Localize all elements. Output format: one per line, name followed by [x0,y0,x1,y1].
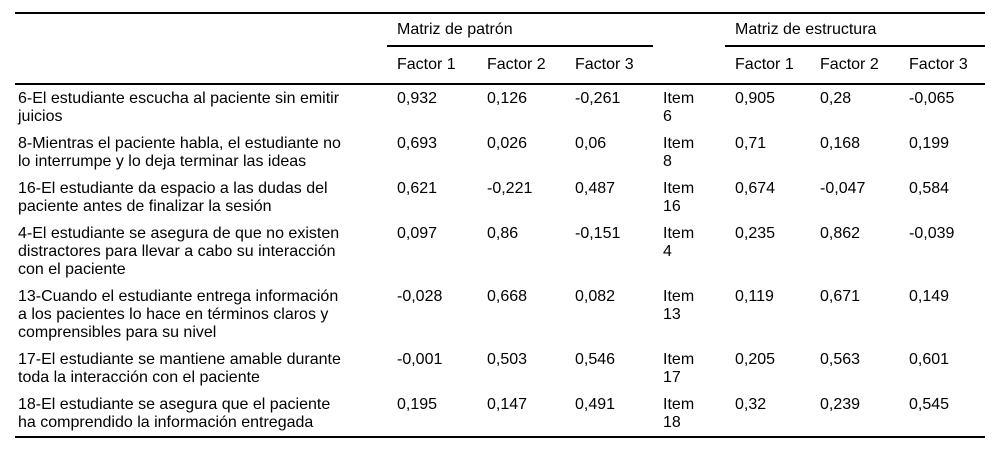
structure-factor-2-value: 0,563 [820,351,861,368]
pattern-factor-2-value: 0,503 [487,351,528,368]
matrix-group-header-row: Matriz de patrón Matriz de estructura [15,13,986,47]
structure-factor-2-value: -0,047 [820,180,866,197]
pattern-factor-1-value: -0,001 [397,351,443,368]
pattern-factor-3-value: -0,151 [575,225,621,242]
structure-factor-2-value: 0,862 [820,225,861,242]
pattern-factor-2-value: 0,026 [487,135,528,152]
pattern-factor-2-value: 0,668 [487,288,528,305]
structure-factor-3-value: -0,065 [909,90,955,107]
structure-factor-2-value: 0,671 [820,288,861,305]
row-description: 13-Cuando el estudiante entrega informac… [18,288,339,341]
item-label: Item 16 [663,180,695,215]
pattern-factor-1-value: 0,932 [397,90,438,107]
pattern-factor-1-value: 0,693 [397,135,438,152]
item-label: Item 4 [663,225,695,260]
item-header-blank [653,13,725,46]
pattern-factor-3-value: 0,082 [575,288,616,305]
item-label: Item 13 [663,288,695,323]
structure-factor-1-header: Factor 1 [725,46,811,85]
structure-factor-1-value: 0,205 [735,351,776,368]
structure-factor-3-value: 0,584 [909,180,950,197]
row-description: 8-Mientras el paciente habla, el estudia… [18,135,341,170]
structure-factor-3-value: -0,039 [909,225,955,242]
structure-factor-3-value: 0,601 [909,351,950,368]
structure-matrix-header: Matriz de estructura [725,13,986,47]
pattern-factor-3-value: 0,491 [575,396,616,413]
pattern-factor-1-value: 0,621 [397,180,438,197]
pattern-factor-3-value: 0,487 [575,180,616,197]
table-row: 13-Cuando el estudiante entrega informac… [15,283,985,346]
description-subheader-blank [15,46,387,85]
structure-factor-3-value: 0,545 [909,396,950,413]
structure-factor-2-value: 0,28 [820,90,852,107]
pattern-factor-2-value: -0,221 [487,180,533,197]
pattern-factor-3-value: -0,261 [575,90,621,107]
pattern-factor-3-value: 0,546 [575,351,616,368]
factor-analysis-table: Matriz de patrón Matriz de estructura Fa… [15,12,986,438]
structure-factor-1-value: 0,119 [735,288,774,305]
structure-factor-1-value: 0,905 [735,90,776,107]
pattern-factor-1-value: -0,028 [397,288,443,305]
table-row: 18-El estudiante se asegura que el pacie… [15,391,985,437]
structure-factor-3-value: 0,199 [909,135,950,152]
row-description: 16-El estudiante da espacio a las dudas … [18,180,328,215]
structure-factor-1-value: 0,235 [735,225,776,242]
pattern-factor-2-value: 0,147 [487,396,528,413]
table-row: 6-El estudiante escucha al paciente sin … [15,84,985,130]
table-row: 16-El estudiante da espacio a las dudas … [15,175,985,220]
pattern-matrix-header: Matriz de patrón [387,13,654,47]
pattern-factor-1-value: 0,195 [397,396,438,413]
pattern-factor-3-header: Factor 3 [565,46,654,85]
structure-factor-1-value: 0,674 [735,180,776,197]
pattern-factor-2-value: 0,126 [487,90,528,107]
row-description: 18-El estudiante se asegura que el pacie… [18,396,331,431]
structure-factor-1-value: 0,32 [735,396,767,413]
item-label: Item 6 [663,90,695,125]
table-header: Matriz de patrón Matriz de estructura Fa… [15,13,986,85]
pattern-factor-1-header: Factor 1 [387,46,477,85]
pattern-factor-2-header: Factor 2 [477,46,565,85]
table-body: 6-El estudiante escucha al paciente sin … [15,84,985,437]
row-description: 4-El estudiante se asegura de que no exi… [18,225,340,278]
factor-header-row: Factor 1 Factor 2 Factor 3 Factor 1 Fact… [15,46,986,85]
structure-factor-3-header: Factor 3 [899,46,986,85]
pattern-factor-1-value: 0,097 [397,225,438,242]
description-header-blank [15,13,387,46]
structure-factor-2-value: 0,168 [820,135,861,152]
structure-factor-1-value: 0,71 [735,135,767,152]
table-row: 4-El estudiante se asegura de que no exi… [15,220,985,283]
row-description: 6-El estudiante escucha al paciente sin … [18,90,340,125]
item-label: Item 8 [663,135,695,170]
table-row: 8-Mientras el paciente habla, el estudia… [15,130,985,175]
item-subheader-blank [653,46,726,85]
structure-factor-2-value: 0,239 [820,396,861,413]
structure-factor-2-header: Factor 2 [810,46,900,85]
item-label: Item 17 [663,351,695,386]
item-label: Item 18 [663,396,695,431]
pattern-factor-2-value: 0,86 [487,225,519,242]
row-description: 17-El estudiante se mantiene amable dura… [18,351,341,386]
structure-factor-3-value: 0,149 [909,288,950,305]
pattern-factor-3-value: 0,06 [575,135,607,152]
table-row: 17-El estudiante se mantiene amable dura… [15,346,985,391]
